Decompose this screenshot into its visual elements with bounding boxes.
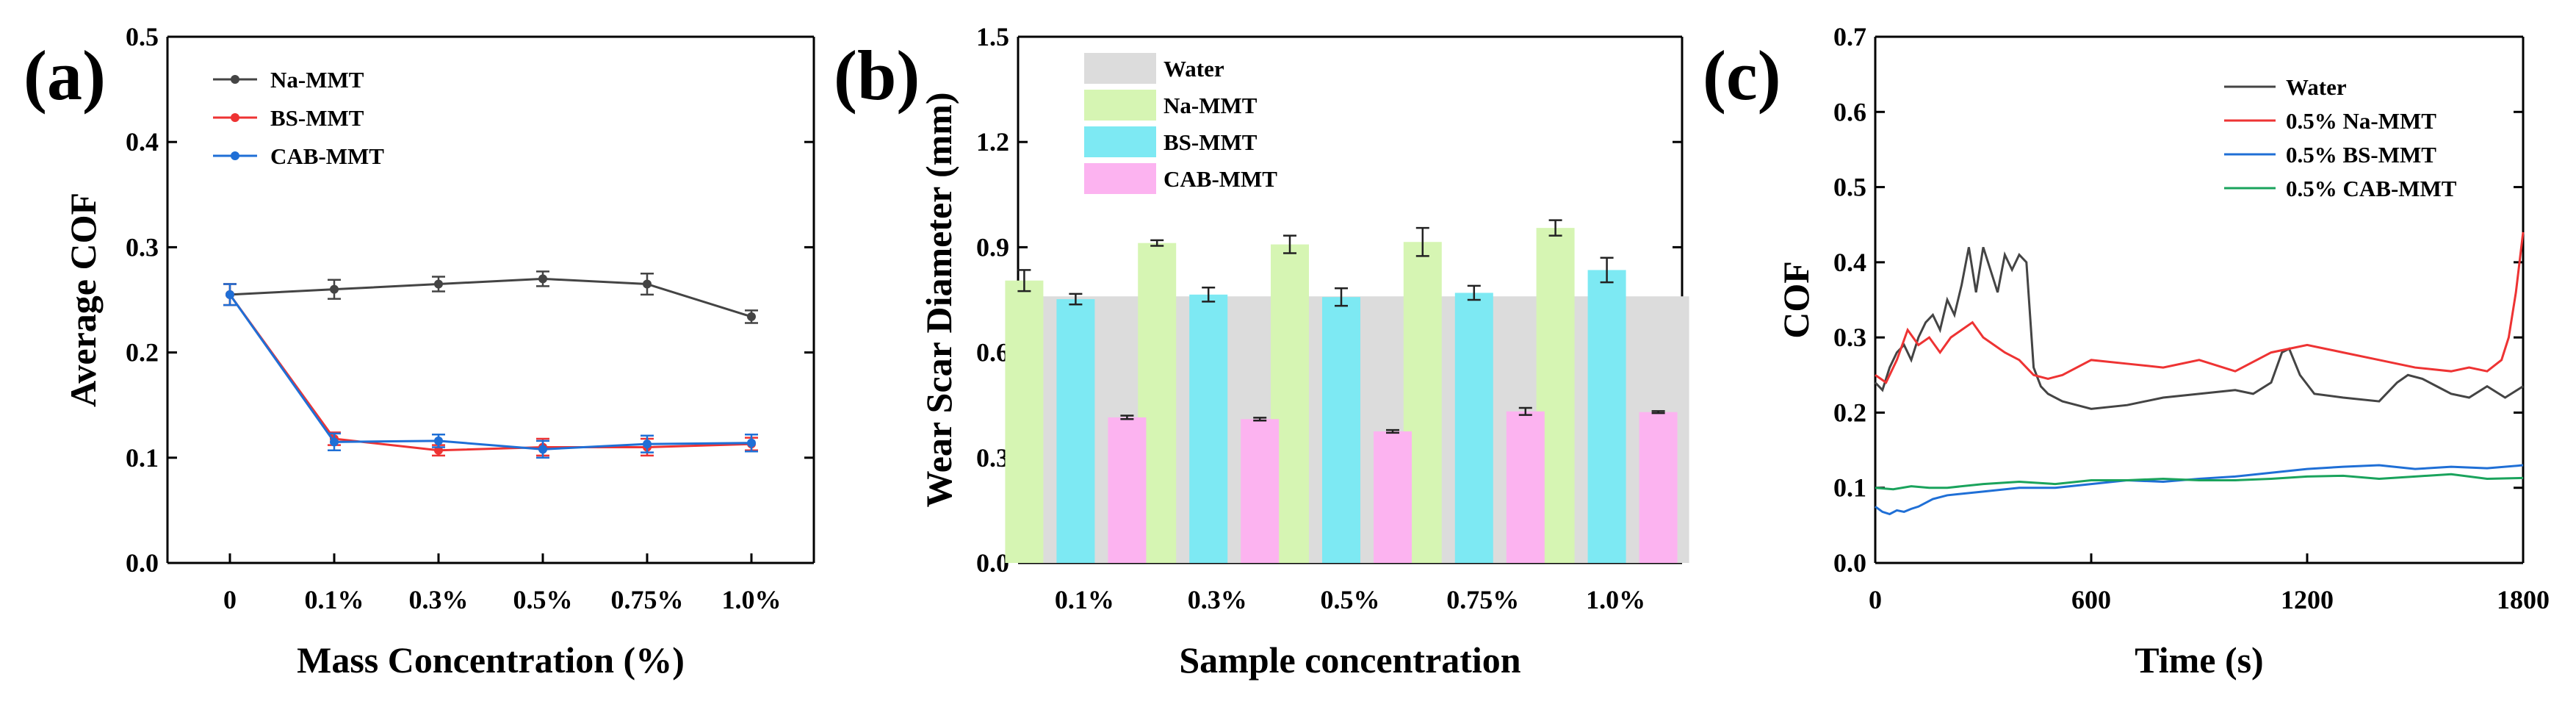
x-tick-label: 1200	[2281, 585, 2334, 614]
legend-bs-mmt-marker	[231, 113, 239, 122]
series-0-5-bs-mmt-line	[1875, 464, 2524, 516]
legend-water-label: Water	[1163, 56, 1224, 82]
legend-0-5-cab-mmt-label: 0.5% CAB-MMT	[2286, 176, 2457, 201]
x-tick-label: 0.75%	[1446, 585, 1519, 614]
x-tick-label: 0.75%	[611, 585, 684, 614]
series-na-mmt-point	[747, 312, 756, 321]
x-tick-label: 1.0%	[1586, 585, 1645, 614]
series-cab-mmt-point	[434, 436, 443, 445]
series-cab-mmt-point	[538, 445, 547, 454]
legend-cab-mmt-swatch	[1084, 163, 1156, 194]
legend-cab-mmt-marker	[231, 151, 239, 160]
bar-cab-mmt-0-3	[1241, 419, 1280, 563]
panel-label: (a)	[24, 36, 106, 115]
y-tick-label: 0.3	[126, 232, 159, 262]
series-bs-mmt-point	[434, 445, 443, 455]
bar-cab-mmt-0-75	[1506, 411, 1545, 563]
x-axis-title: Sample concentration	[1179, 639, 1520, 681]
bar-bs-mmt-0-5	[1322, 297, 1360, 563]
legend-cab-mmt-label: CAB-MMT	[270, 143, 384, 169]
legend-na-mmt-label: Na-MMT	[1163, 93, 1258, 118]
series-na-mmt-point	[330, 284, 339, 294]
series-cab-mmt-point	[747, 438, 756, 448]
legend-0-5-bs-mmt-label: 0.5% BS-MMT	[2286, 142, 2436, 168]
y-tick-label: 0.3	[1833, 323, 1866, 352]
panel-label: (c)	[1703, 36, 1781, 115]
legend-water-swatch	[1084, 53, 1156, 84]
legend-0-5-na-mmt-label: 0.5% Na-MMT	[2286, 108, 2436, 134]
x-tick-label: 0.1%	[1055, 585, 1114, 614]
bar-bs-mmt-1-0	[1587, 270, 1626, 563]
x-tick-label: 0.3%	[1188, 585, 1247, 614]
x-tick-label: 600	[2071, 585, 2111, 614]
bar-bs-mmt-0-3	[1189, 294, 1228, 563]
x-tick-label: 0.5%	[1321, 585, 1380, 614]
panel-a-line-chart: (a) 0.0 0.1 0.2 0.3 0.4 0.5 Mass Concentration …	[24, 22, 815, 681]
panel-label: (b)	[834, 36, 920, 115]
y-tick-label: 0.4	[1833, 248, 1866, 277]
legend-bs-mmt-swatch	[1084, 126, 1156, 157]
legend-cab-mmt-label: CAB-MMT	[1163, 166, 1277, 192]
x-axis-title: Mass Concentration (%)	[297, 639, 685, 681]
series-na-mmt-point	[538, 274, 547, 284]
y-tick-label: 0.1	[126, 443, 159, 473]
y-tick-label: 0.5	[126, 22, 159, 51]
series-na-mmt-point	[434, 279, 443, 289]
y-tick-label: 0.6	[976, 338, 1009, 367]
bar-cab-mmt-1-0	[1639, 412, 1678, 563]
bar-bs-mmt-0-1	[1056, 299, 1095, 563]
series-0-5-cab-mmt-line	[1875, 473, 2524, 491]
series-cab-mmt-point	[643, 439, 652, 449]
panel-c-time-series-chart: (c) 0.0 0.1 0.2 0.3 0.4 0.5 0.6 0.7 Time (s) COF 0 6…	[1703, 22, 2550, 681]
y-tick-label: 0.2	[126, 338, 159, 367]
y-tick-label: 0.4	[126, 127, 159, 157]
legend-bs-mmt-label: BS-MMT	[270, 105, 364, 131]
series-cab-mmt-line	[228, 293, 752, 451]
y-tick-label: 0.0	[126, 548, 159, 578]
panel-b-bar-chart: (b) 0.0 0.3 0.6 0.9 1.2 1.5 Sample concentratio…	[834, 22, 1689, 681]
bar-cab-mmt-0-1	[1108, 417, 1147, 563]
legend-na-mmt-label: Na-MMT	[270, 67, 364, 93]
y-tick-label: 0.7	[1833, 22, 1866, 51]
legend-water-label: Water	[2286, 74, 2347, 100]
x-tick-label: 1.0%	[722, 585, 782, 614]
y-tick-label: 0.5	[1833, 173, 1866, 202]
x-tick-label: 0.3%	[409, 585, 469, 614]
series-cab-mmt-point	[330, 437, 339, 447]
x-tick-label: 0	[223, 585, 237, 614]
series-na-mmt-point	[643, 279, 652, 289]
x-tick-label: 0	[1869, 585, 1882, 614]
y-tick-label: 1.5	[976, 22, 1009, 51]
legend-bs-mmt-label: BS-MMT	[1163, 129, 1258, 155]
y-axis-title: COF	[1775, 261, 1816, 339]
x-axis-title: Time (s)	[2135, 639, 2263, 681]
series-water-line	[1874, 246, 2524, 410]
y-tick-label: 0.9	[976, 232, 1009, 262]
x-tick-label: 0.1%	[305, 585, 364, 614]
y-tick-label: 0.3	[976, 443, 1009, 473]
bar-cab-mmt-0-5	[1374, 431, 1412, 563]
y-axis-title: Average COF	[62, 193, 104, 407]
legend-na-mmt-swatch	[1084, 90, 1156, 121]
y-tick-label: 0.1	[1833, 473, 1866, 503]
y-tick-label: 0.2	[1833, 398, 1866, 427]
y-tick-label: 0.0	[1833, 548, 1866, 578]
legend-na-mmt-marker	[231, 75, 239, 84]
y-tick-label: 0.0	[976, 548, 1009, 578]
series-bs-mmt-line	[228, 293, 752, 452]
y-tick-label: 0.6	[1833, 97, 1866, 126]
x-tick-label: 0.5%	[513, 585, 573, 614]
series-cab-mmt-point	[226, 290, 234, 299]
x-tick-label: 1800	[2497, 585, 2550, 614]
bar-na-mmt-0-1	[1005, 280, 1044, 563]
bar-bs-mmt-0-75	[1454, 293, 1493, 563]
y-axis-title: Wear Scar Diameter (mm)	[918, 92, 959, 507]
series-0-5-na-mmt-line	[1875, 232, 2525, 384]
y-tick-label: 1.2	[976, 127, 1009, 157]
series-na-mmt-line	[229, 277, 752, 318]
